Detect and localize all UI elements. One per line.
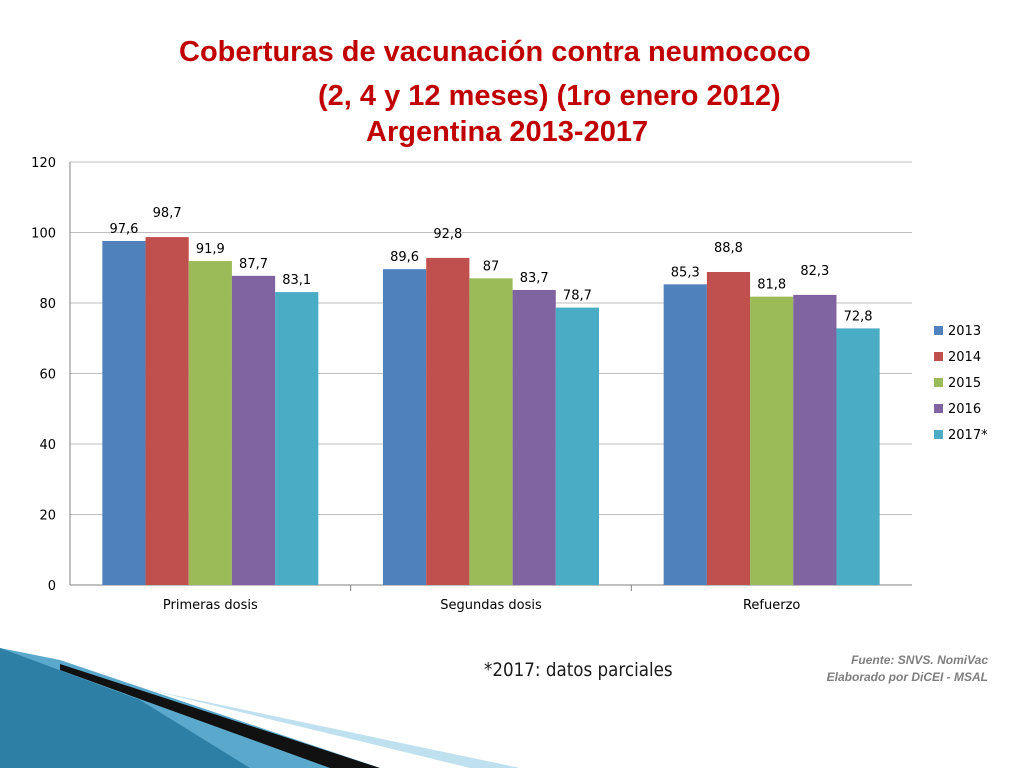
bar: [102, 240, 146, 585]
bar: [469, 278, 513, 585]
bar: [383, 269, 427, 585]
x-tick-label: Segundas dosis: [440, 598, 542, 613]
bar: [275, 292, 319, 585]
bar: [231, 275, 276, 585]
y-tick-label: 20: [39, 509, 56, 524]
data-label: 92,8: [433, 227, 462, 242]
title-line-1: Coberturas de vacunación contra neumococ…: [179, 36, 811, 68]
decor-light-stripe: [150, 690, 520, 768]
title-line-2: (2, 4 y 12 meses) (1ro enero 2012): [318, 80, 781, 112]
bar: [836, 328, 880, 585]
bar: [555, 307, 599, 585]
bar: [793, 294, 837, 585]
data-label: 81,8: [757, 278, 786, 293]
data-label: 98,7: [153, 206, 182, 221]
footnote: *2017: datos parciales: [484, 659, 673, 681]
decor-dark-blue-wedge: [0, 648, 250, 768]
legend-label: 2017*: [948, 428, 988, 443]
legend-swatch: [934, 378, 943, 387]
bar: [663, 284, 707, 585]
y-tick-label: 120: [31, 156, 56, 171]
y-tick-label: 0: [48, 579, 56, 594]
legend-swatch: [934, 352, 943, 361]
legend-label: 2013: [948, 324, 981, 339]
y-tick-label: 80: [39, 297, 56, 312]
bar: [188, 261, 232, 585]
legend-label: 2014: [948, 350, 981, 365]
legend-swatch: [934, 430, 943, 439]
data-label: 87,7: [239, 257, 268, 272]
data-label: 83,7: [520, 271, 549, 286]
legend-swatch: [934, 326, 943, 335]
y-tick-label: 60: [39, 368, 56, 383]
y-tick-label: 40: [39, 438, 56, 453]
source-line-2: Elaborado por DiCEI - MSAL: [826, 670, 988, 684]
data-label: 85,3: [671, 265, 700, 280]
x-tick-label: Refuerzo: [743, 598, 800, 613]
data-label: 72,8: [844, 309, 873, 324]
legend-label: 2015: [948, 376, 981, 391]
data-label: 78,7: [563, 289, 592, 304]
bar: [426, 257, 470, 585]
bar-chart: 0 20 40 60 80 100 120 Primeras dosis Segundas do…: [31, 156, 988, 613]
data-label: 83,1: [282, 273, 311, 288]
y-tick-label: 100: [31, 227, 56, 242]
bar: [750, 296, 794, 585]
data-label: 88,8: [714, 241, 743, 256]
source-line-1: Fuente: SNVS. NomiVac: [851, 653, 988, 667]
bar: [706, 271, 751, 585]
source-credit: Fuente: SNVS. NomiVac Elaborado por DiCE…: [827, 652, 988, 686]
legend-label: 2016: [948, 402, 981, 417]
bar: [512, 289, 556, 585]
data-label: 82,3: [800, 264, 829, 279]
data-label: 89,6: [390, 250, 419, 265]
x-tick-label: Primeras dosis: [163, 598, 258, 613]
decor-black-stripe: [60, 664, 380, 768]
data-label: 91,9: [196, 242, 225, 257]
bar: [145, 237, 189, 585]
legend-swatch: [934, 404, 943, 413]
data-label: 97,6: [109, 222, 138, 237]
title-line-3: Argentina 2013-2017: [366, 116, 649, 148]
data-label: 87: [483, 259, 500, 274]
